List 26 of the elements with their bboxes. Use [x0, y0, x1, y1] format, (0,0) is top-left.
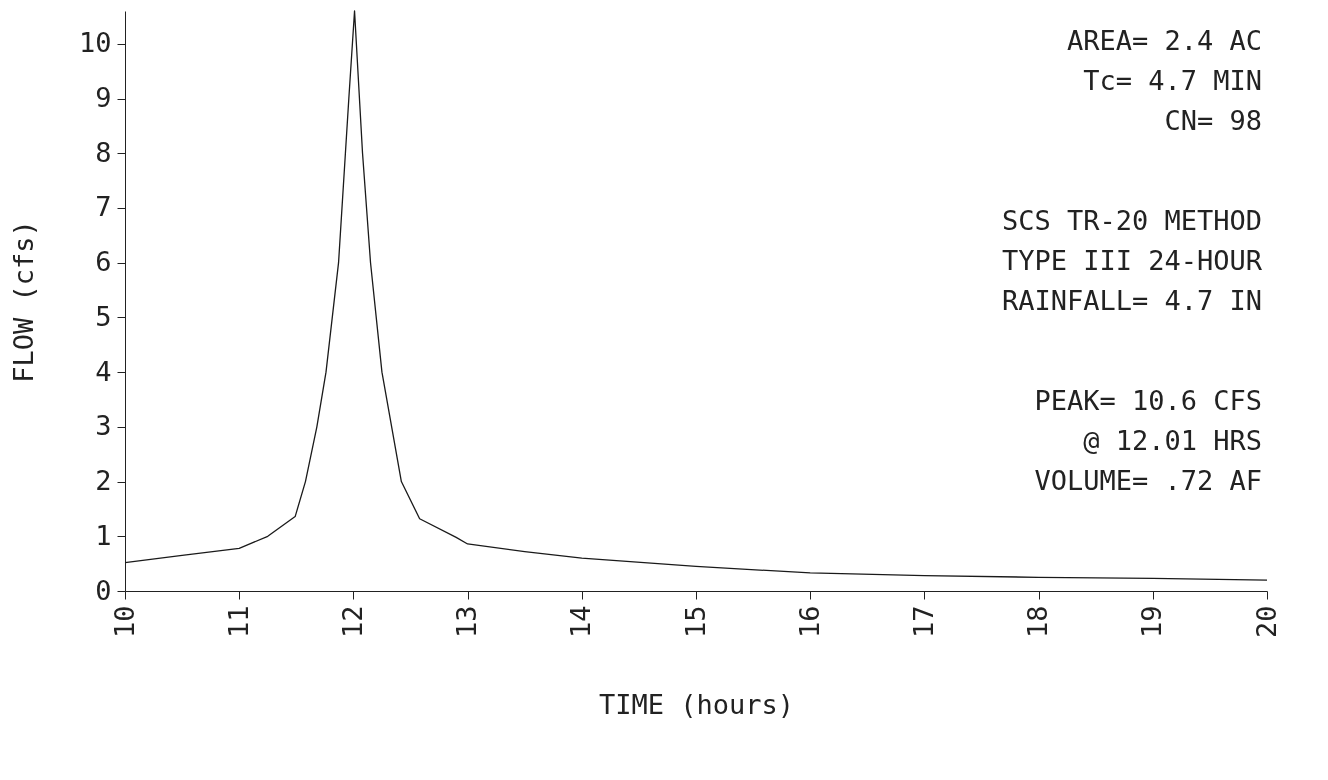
y-tick-label: 10: [78, 27, 112, 59]
x-tick-label: 13: [451, 605, 483, 639]
y-tick-label: 0: [95, 574, 112, 606]
y-tick-label: 1: [95, 519, 112, 551]
y-tick-label: 2: [95, 465, 112, 497]
y-tick-label: 7: [95, 191, 112, 223]
y-tick-label: 8: [95, 136, 112, 168]
x-tick-label: 16: [793, 605, 825, 639]
y-tick-label: 4: [95, 355, 112, 387]
y-tick-label: 9: [95, 82, 112, 114]
x-tick-label: 15: [679, 605, 711, 639]
y-tick-label: 3: [95, 410, 112, 442]
y-axis-title: FLOW (cfs): [7, 220, 39, 383]
annotation: SCS TR-20 METHOD TYPE III 24-HOUR RAINFALL= 4.7 IN: [1001, 205, 1263, 316]
x-tick-label: 12: [336, 605, 368, 639]
y-tick-label: 5: [95, 300, 112, 332]
x-tick-label: 18: [1022, 605, 1054, 639]
x-axis-title: TIME (hours): [598, 689, 795, 721]
annotation: AREA= 2.4 AC Tc= 4.7 MIN CN= 98: [1066, 25, 1262, 136]
x-tick-label: 14: [565, 605, 597, 639]
x-tick-label: 11: [222, 605, 254, 639]
y-tick-label: 6: [95, 246, 112, 278]
x-tick-label: 20: [1250, 605, 1282, 639]
x-tick-label: 17: [907, 605, 939, 639]
annotation: PEAK= 10.6 CFS @ 12.01 HRS VOLUME= .72 AF: [1034, 385, 1262, 496]
x-tick-label: 19: [1136, 605, 1168, 639]
